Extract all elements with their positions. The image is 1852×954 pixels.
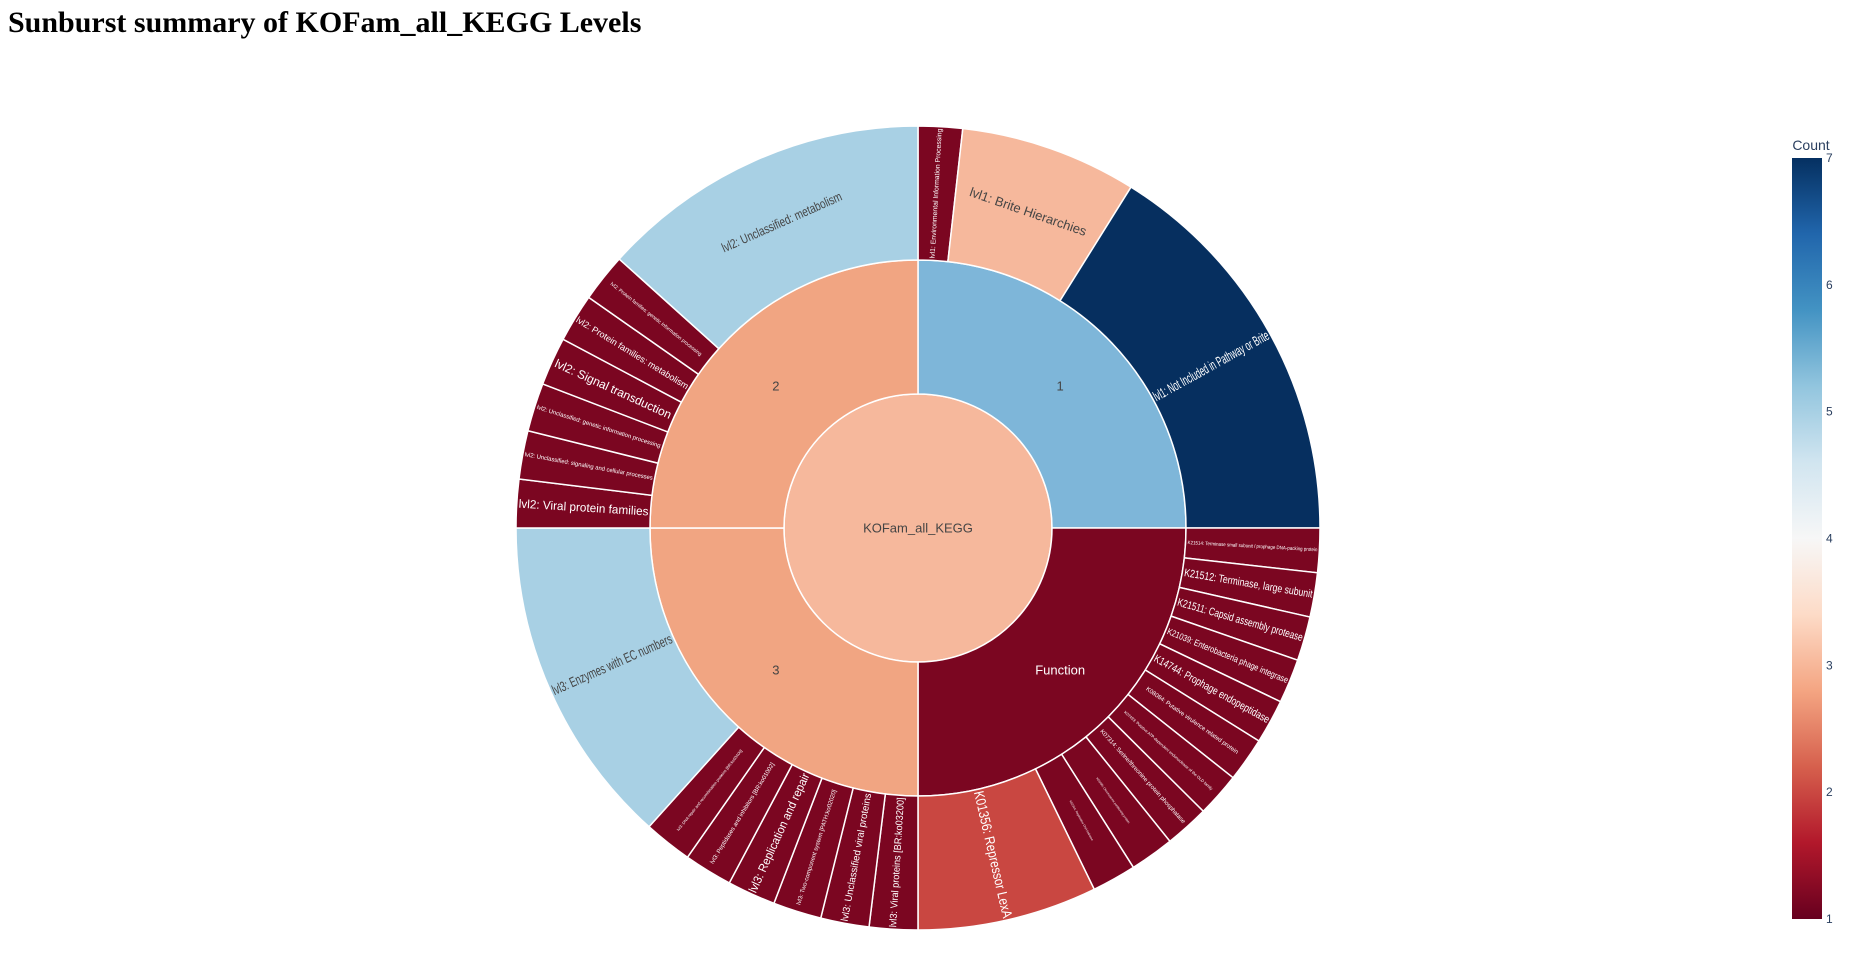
colorbar-ticks: 1 2 3 4 5 6 7	[1826, 151, 1833, 926]
colorbar-tick-label: 5	[1826, 405, 1833, 419]
sunburst-label-g2: 2	[772, 378, 779, 393]
page-title: Sunburst summary of KOFam_all_KEGG Level…	[8, 6, 642, 39]
colorbar-gradient	[1792, 158, 1822, 919]
sunburst-label-root: KOFam_all_KEGG	[863, 521, 973, 536]
sunburst-segment-l1notinc[interactable]	[1058, 186, 1321, 529]
colorbar-title: Count	[1792, 137, 1829, 153]
colorbar-tick-label: 4	[1826, 532, 1833, 546]
colorbar-tick-label: 1	[1826, 912, 1833, 926]
sunburst-segment-l2um[interactable]	[618, 125, 919, 350]
colorbar-tick-label: 7	[1826, 151, 1833, 165]
sunburst-label-g3: 3	[772, 663, 779, 678]
sunburst-label-g1: 1	[1057, 378, 1064, 393]
colorbar: Count 1 2 3 4 5 6 7	[1792, 137, 1833, 926]
colorbar-tick-label: 6	[1826, 278, 1833, 292]
sunburst-label-fn: Function	[1035, 663, 1085, 678]
colorbar-tick-label: 3	[1826, 658, 1833, 672]
colorbar-tick-label: 2	[1826, 785, 1833, 799]
